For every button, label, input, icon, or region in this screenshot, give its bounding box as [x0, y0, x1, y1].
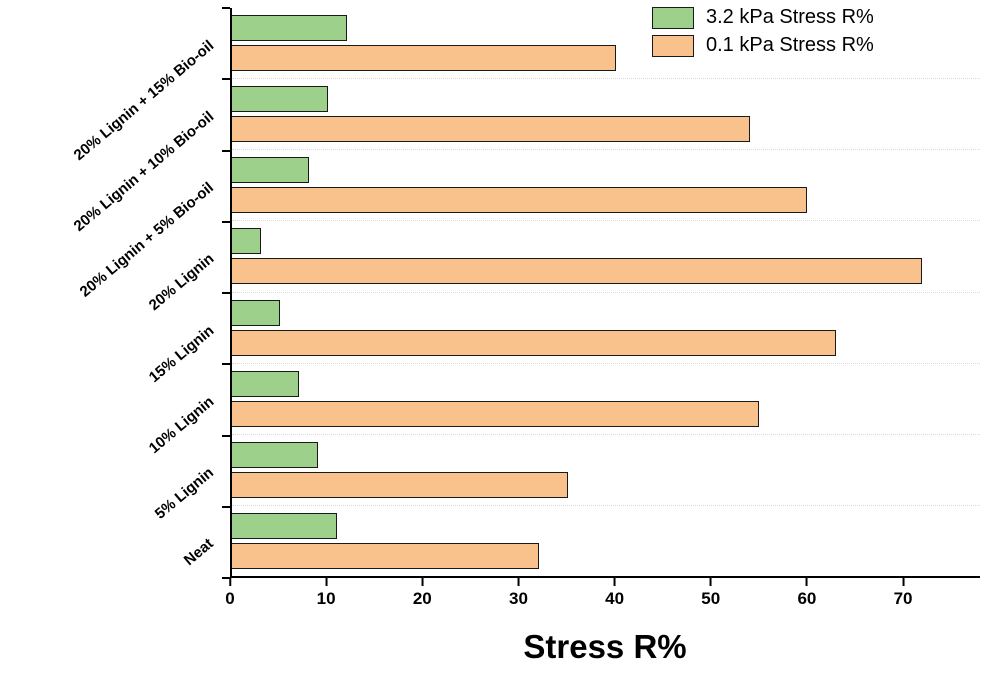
- plot-area: [230, 8, 980, 578]
- y-axis-tick: [222, 363, 230, 366]
- legend-swatch-0p1-kpa: [652, 34, 694, 57]
- x-axis-tick-label: 40: [605, 589, 625, 608]
- x-axis-tick-label: 0: [225, 589, 235, 608]
- x-axis-tick-mark: [613, 578, 616, 586]
- bar-group: [232, 8, 980, 78]
- x-axis-tick: 60: [797, 578, 816, 609]
- y-axis-category-label: Neat: [181, 535, 218, 570]
- y-axis-tick: [222, 7, 230, 9]
- y-axis-tick: [222, 577, 230, 579]
- y-axis-tick: [222, 434, 230, 437]
- bar-3p2-kpa: [232, 157, 309, 184]
- bar-0p1-kpa: [232, 258, 923, 285]
- x-axis-tick-label: 70: [893, 589, 913, 608]
- bar-0p1-kpa: [232, 116, 750, 143]
- legend-item: 3.2 kPa Stress R%: [652, 6, 874, 29]
- x-axis-tick: 70: [894, 578, 913, 609]
- x-axis-tick-label: 20: [412, 589, 432, 608]
- x-axis-tick-label: 10: [316, 589, 336, 608]
- x-axis-tick-mark: [902, 578, 905, 586]
- y-axis-tick: [222, 220, 230, 223]
- legend-swatch-3p2-kpa: [652, 6, 694, 29]
- y-axis-category-label: 5% Lignin: [151, 464, 218, 523]
- bar-0p1-kpa: [232, 329, 837, 356]
- bar-group: [232, 220, 980, 291]
- x-axis-tick-mark: [229, 578, 231, 586]
- x-axis-tick: 20: [413, 578, 432, 609]
- x-axis-tick-label: 30: [508, 589, 528, 608]
- y-axis-category-label: 15% Lignin: [145, 321, 218, 386]
- bar-group: [232, 78, 980, 149]
- bar-group: [232, 362, 980, 434]
- bar-0p1-kpa: [232, 187, 808, 214]
- y-axis-category-label: 20% Lignin: [145, 250, 218, 315]
- bar-group: [232, 149, 980, 220]
- y-axis-category-labels: 20% Lignin + 15% Bio-oil 20% Lignin + 10%…: [0, 8, 222, 578]
- x-axis-tick-label: 60: [797, 589, 817, 608]
- y-axis-tick: [222, 505, 230, 508]
- x-axis-tick: 10: [317, 578, 336, 609]
- legend-label: 0.1 kPa Stress R%: [706, 34, 874, 56]
- bar-0p1-kpa: [232, 542, 539, 569]
- y-axis-tick: [222, 149, 230, 152]
- bar-group: [232, 433, 980, 505]
- x-axis-ticks: 0 10 20 30 40 50 60 70: [225, 578, 980, 612]
- bar-0p1-kpa: [232, 400, 760, 427]
- legend-item: 0.1 kPa Stress R%: [652, 34, 874, 57]
- x-axis-tick-mark: [517, 578, 520, 586]
- bar-3p2-kpa: [232, 441, 319, 468]
- bar-3p2-kpa: [232, 512, 338, 539]
- bar-3p2-kpa: [232, 228, 261, 255]
- x-axis-tick: 50: [701, 578, 720, 609]
- bar-0p1-kpa: [232, 45, 616, 72]
- bar-3p2-kpa: [232, 15, 348, 42]
- x-axis-tick: 40: [605, 578, 624, 609]
- bar-3p2-kpa: [232, 370, 300, 397]
- y-axis-tick: [222, 292, 230, 294]
- bar-3p2-kpa: [232, 86, 328, 113]
- bar-group: [232, 504, 980, 576]
- x-axis-tick: 0: [225, 578, 235, 609]
- y-axis-category-label: 10% Lignin: [145, 392, 218, 457]
- x-axis-tick: 30: [509, 578, 528, 609]
- x-axis-tick-mark: [325, 578, 328, 586]
- x-axis-title: Stress R%: [523, 628, 687, 665]
- chart-legend: 3.2 kPa Stress R% 0.1 kPa Stress R%: [652, 6, 874, 57]
- bar-3p2-kpa: [232, 299, 280, 326]
- y-axis-category-label: 20% Lignin + 10% Bio-oil: [70, 107, 218, 235]
- bar-group: [232, 291, 980, 363]
- y-axis-tick: [222, 78, 230, 81]
- x-axis-tick-mark: [709, 578, 712, 586]
- x-axis-tick-label: 50: [701, 589, 721, 608]
- y-axis-category-label: 20% Lignin + 15% Bio-oil: [70, 36, 218, 164]
- bar-0p1-kpa: [232, 471, 568, 498]
- x-axis-tick-mark: [805, 578, 808, 586]
- x-axis-tick-mark: [421, 578, 424, 586]
- legend-label: 3.2 kPa Stress R%: [706, 6, 874, 28]
